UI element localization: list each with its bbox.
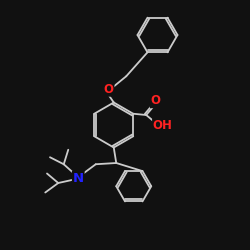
Text: O: O [150,94,160,108]
Text: OH: OH [153,119,173,132]
Text: O: O [104,83,114,96]
Text: N: N [73,172,84,184]
